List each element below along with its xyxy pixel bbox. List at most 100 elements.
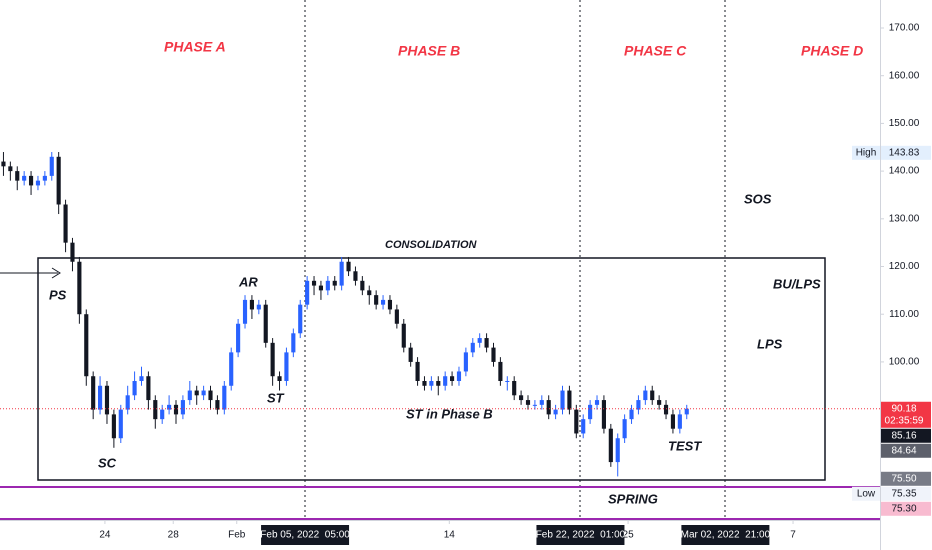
candle-body [49, 156, 54, 176]
candle-body [532, 404, 537, 406]
candle-body [256, 304, 261, 310]
candle-body [636, 400, 641, 410]
price-label: 90.18 [891, 403, 916, 414]
phase-label: PHASE C [624, 43, 687, 59]
annotation: SPRING [608, 491, 658, 506]
candle-body [139, 376, 144, 381]
price-countdown: 02:35:59 [885, 415, 924, 426]
candle-body [22, 175, 27, 181]
price-label: 75.50 [891, 473, 916, 484]
candle-body [380, 299, 386, 305]
annotation: SOS [744, 191, 772, 206]
phase-label: PHASE A [164, 39, 226, 55]
candle-body [622, 419, 627, 439]
price-label-box [881, 501, 931, 516]
x-tick-label: 14 [444, 530, 456, 541]
candle-body [670, 414, 676, 429]
candle-body [463, 352, 468, 372]
consolidation-box [37, 257, 826, 481]
candle-body [339, 261, 344, 286]
candle-body [360, 280, 365, 291]
candle-body [588, 404, 593, 420]
candle-body [242, 299, 248, 324]
price-tag: Low [857, 488, 876, 499]
x-highlight-box [681, 525, 770, 545]
candle-body [153, 400, 158, 420]
candle-body [98, 385, 103, 410]
candle-body [222, 385, 227, 410]
candle-body [208, 390, 213, 401]
candle-body [77, 261, 82, 315]
candle-body [249, 299, 254, 310]
candle-body [270, 342, 275, 377]
price-label-box [881, 145, 931, 160]
x-highlight-label: Feb 22, 2022 01:00 [536, 530, 626, 541]
candle-body [594, 400, 600, 405]
y-tick-label: 160.00 [889, 70, 920, 81]
candle-body [367, 290, 372, 296]
x-tick-label: 25 [623, 530, 635, 541]
phase-label: PHASE B [398, 43, 460, 59]
price-label-box [881, 401, 931, 428]
candle-body [470, 342, 475, 353]
candle-body [318, 285, 324, 291]
y-tick-label: 130.00 [889, 213, 920, 224]
y-tick-label: 100.00 [889, 357, 920, 368]
annotation: ST [267, 390, 285, 405]
candle-body [325, 280, 330, 291]
candle-body [56, 156, 61, 205]
candle-body [8, 166, 13, 172]
candle-body [657, 400, 662, 405]
candle-body [574, 409, 579, 434]
price-label: 143.83 [889, 147, 920, 158]
candle-body [553, 409, 558, 415]
candle-body [581, 419, 586, 434]
candle-body [443, 376, 448, 386]
candle-body [422, 380, 427, 386]
annotation: ST in Phase B [406, 406, 493, 421]
candle-body [408, 347, 413, 362]
candle-body [35, 180, 41, 186]
candle-body [263, 304, 268, 343]
x-tick-label: 28 [168, 530, 180, 541]
candle-body [684, 408, 689, 415]
candle-body [332, 280, 337, 286]
candle-body [291, 333, 296, 353]
candle-body [491, 347, 496, 362]
arrow-head [51, 267, 61, 279]
candle-body [167, 404, 172, 410]
candle-body [346, 261, 351, 272]
candle-body [546, 400, 551, 415]
candle-body [173, 404, 179, 415]
candle-body [118, 409, 123, 439]
annotation: PS [49, 287, 67, 302]
candle-body [311, 280, 317, 286]
layout [0, 0, 881, 550]
annotation: SC [98, 455, 117, 470]
candle-body [160, 409, 165, 420]
candle-body [187, 390, 192, 401]
candle-body [519, 395, 524, 401]
x-tick-label: Feb [228, 530, 246, 541]
annotation: CONSOLIDATION [385, 239, 478, 251]
candle-body [132, 380, 137, 396]
x-highlight-label: Feb 05, 2022 05:00 [260, 530, 350, 541]
annotation: LPS [757, 336, 783, 351]
candle-body [505, 380, 510, 382]
candle-body [194, 390, 199, 396]
annotation: BU/LPS [773, 276, 821, 291]
candle-body [15, 171, 20, 181]
candle-body [663, 404, 669, 415]
candle-body [608, 428, 613, 463]
x-highlight-label: Mar 02, 2022 21:00 [681, 530, 771, 541]
annotations: PHASE A PHASE B PHASE C PHASE D CONSOLID… [49, 39, 863, 507]
candle-body [353, 271, 358, 281]
candle-body [677, 414, 682, 429]
candle-body [415, 361, 420, 381]
candle-body [512, 380, 517, 396]
candle-body [436, 380, 441, 386]
candle-body [456, 371, 462, 381]
price-tag: High [856, 147, 877, 158]
candle-body [111, 414, 116, 439]
candle-body [298, 304, 303, 334]
